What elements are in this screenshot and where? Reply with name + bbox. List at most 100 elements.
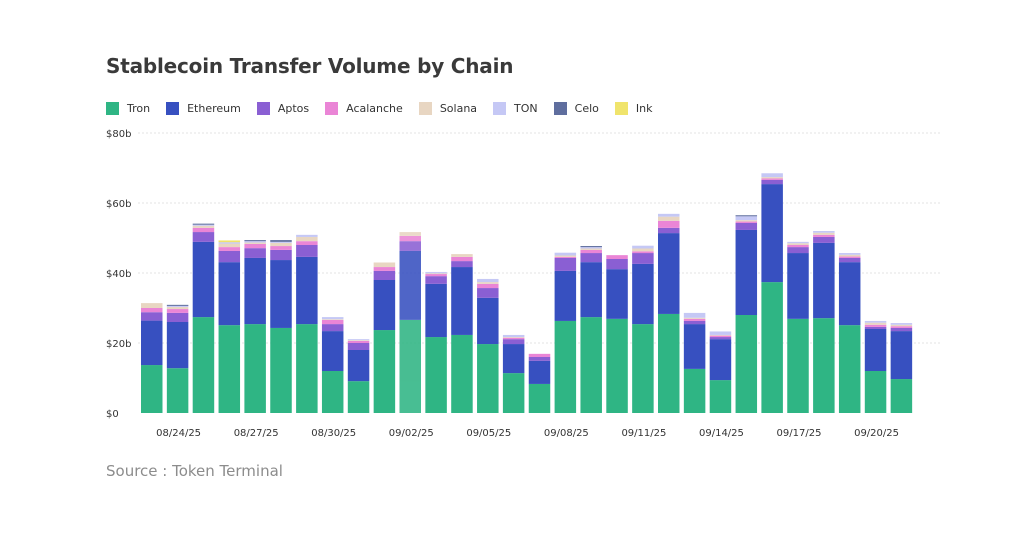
bar-08-27-25[interactable] [244, 240, 266, 413]
bar-segment-ethereum[interactable] [838, 262, 861, 326]
bar-segment-ethereum[interactable] [502, 344, 525, 374]
bar-segment-aptos[interactable] [606, 259, 628, 270]
bar-segment-acalanche[interactable] [838, 256, 861, 258]
bar-segment-ethereum[interactable] [606, 269, 628, 319]
bar-segment-acalanche[interactable] [890, 326, 913, 328]
bar-segment-acalanche[interactable] [580, 249, 602, 254]
bar-segment-ton[interactable] [554, 252, 577, 256]
bar-segment-tron[interactable] [761, 282, 783, 413]
bar-segment-tron[interactable] [244, 324, 266, 413]
legend-item-solana[interactable]: Solana [418, 102, 477, 115]
bar-segment-tron[interactable] [373, 330, 396, 413]
bar-segment-aptos[interactable] [813, 236, 835, 243]
bar-09-02-25[interactable] [399, 232, 422, 413]
bar-09-01-25[interactable] [373, 262, 396, 414]
bar-segment-aptos[interactable] [554, 257, 577, 271]
bar-segment-solana[interactable] [321, 319, 344, 320]
bar-segment-tron[interactable] [554, 320, 577, 413]
bar-segment-aptos[interactable] [244, 248, 266, 258]
bar-segment-tron[interactable] [838, 325, 861, 413]
bar-segment-ethereum[interactable] [399, 250, 422, 320]
bar-segment-solana[interactable] [735, 220, 758, 222]
bar-segment-acalanche[interactable] [683, 318, 706, 321]
bar-segment-acalanche[interactable] [787, 245, 809, 248]
bar-segment-ton[interactable] [683, 312, 706, 318]
bar-segment-aptos[interactable] [502, 339, 525, 345]
bar-segment-ethereum[interactable] [554, 270, 577, 321]
bar-segment-ink[interactable] [218, 240, 241, 243]
bar-segment-acalanche[interactable] [554, 256, 577, 258]
bar-segment-ethereum[interactable] [244, 257, 266, 325]
bar-09-13-25[interactable] [683, 312, 706, 413]
bar-09-05-25[interactable] [477, 278, 499, 413]
bar-segment-tron[interactable] [813, 318, 835, 413]
bar-segment-tron[interactable] [296, 324, 318, 413]
bar-09-14-25[interactable] [709, 331, 732, 413]
bar-segment-ethereum[interactable] [580, 262, 602, 318]
legend-item-tron[interactable]: Tron [106, 102, 150, 115]
bar-segment-solana[interactable] [761, 177, 783, 179]
bar-segment-ethereum[interactable] [709, 339, 732, 381]
bar-segment-aptos[interactable] [632, 253, 654, 264]
bar-segment-solana[interactable] [244, 242, 266, 244]
bar-segment-acalanche[interactable] [813, 234, 835, 237]
bar-segment-aptos[interactable] [347, 343, 370, 350]
bar-segment-ton[interactable] [502, 334, 525, 338]
bar-segment-aptos[interactable] [890, 327, 913, 332]
bar-segment-aptos[interactable] [270, 249, 292, 261]
bar-segment-solana[interactable] [864, 322, 887, 325]
bar-segment-solana[interactable] [838, 254, 861, 257]
bar-segment-celo[interactable] [580, 246, 602, 248]
bar-segment-tron[interactable] [528, 383, 551, 413]
bar-segment-acalanche[interactable] [761, 178, 783, 180]
bar-segment-aptos[interactable] [399, 241, 422, 251]
bar-segment-ethereum[interactable] [192, 241, 215, 318]
bar-segment-acalanche[interactable] [141, 308, 163, 313]
bar-segment-solana[interactable] [192, 225, 215, 228]
bar-segment-acalanche[interactable] [864, 324, 887, 327]
bar-segment-aptos[interactable] [477, 288, 499, 298]
bar-segment-tron[interactable] [451, 334, 473, 413]
legend-item-ink[interactable]: Ink [614, 102, 652, 115]
bar-segment-acalanche[interactable] [632, 251, 654, 254]
bar-segment-tron[interactable] [864, 371, 887, 413]
bar-segment-ethereum[interactable] [166, 322, 189, 369]
bar-segment-celo[interactable] [192, 223, 215, 225]
bar-segment-ethereum[interactable] [373, 280, 396, 331]
bar-segment-aptos[interactable] [658, 227, 680, 234]
bar-segment-ethereum[interactable] [270, 260, 292, 328]
bar-segment-solana[interactable] [683, 317, 706, 319]
legend-item-celo[interactable]: Celo [553, 102, 599, 115]
bar-segment-aptos[interactable] [838, 257, 861, 263]
bar-segment-aptos[interactable] [451, 261, 473, 268]
bar-segment-ethereum[interactable] [735, 229, 758, 315]
bar-segment-tron[interactable] [270, 327, 292, 413]
bar-segment-solana[interactable] [658, 216, 680, 221]
bar-segment-acalanche[interactable] [658, 220, 680, 228]
bar-08-25-25[interactable] [192, 223, 215, 413]
bar-segment-solana[interactable] [787, 243, 809, 245]
bar-segment-solana[interactable] [425, 273, 447, 275]
bar-segment-ton[interactable] [296, 234, 318, 237]
bar-segment-solana[interactable] [141, 303, 163, 308]
bar-segment-acalanche[interactable] [399, 235, 422, 242]
bar-segment-tron[interactable] [890, 379, 913, 413]
bar-09-03-25[interactable] [425, 271, 447, 413]
bar-09-17-25[interactable] [787, 241, 809, 413]
bar-segment-tron[interactable] [632, 324, 654, 413]
bar-09-06-25[interactable] [502, 334, 525, 413]
bar-08-28-25[interactable] [270, 240, 292, 413]
bar-segment-ton[interactable] [735, 216, 758, 221]
bar-segment-solana[interactable] [502, 337, 525, 338]
bar-segment-solana[interactable] [709, 334, 732, 336]
bar-segment-ethereum[interactable] [451, 267, 473, 335]
bar-segment-tron[interactable] [166, 368, 189, 413]
bar-segment-tron[interactable] [477, 344, 499, 413]
bar-segment-tron[interactable] [502, 373, 525, 413]
bar-segment-aptos[interactable] [141, 312, 163, 321]
legend-item-acalanche[interactable]: Acalanche [325, 102, 403, 115]
bar-segment-acalanche[interactable] [477, 283, 499, 289]
bar-09-07-25[interactable] [528, 353, 551, 413]
bar-segment-tron[interactable] [192, 317, 215, 413]
bar-segment-aptos[interactable] [296, 245, 318, 257]
